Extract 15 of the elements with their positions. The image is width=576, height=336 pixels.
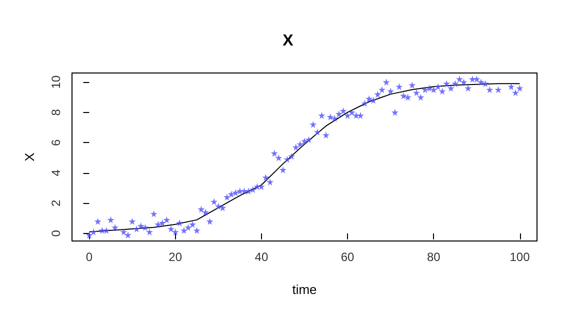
y-tick-label: 6 bbox=[49, 138, 63, 146]
x-tick-label: 80 bbox=[426, 250, 441, 264]
x-tick-label: 60 bbox=[340, 250, 355, 264]
y-tick-label: 2 bbox=[49, 200, 63, 207]
x-axis-title: time bbox=[292, 282, 317, 297]
x-tick-label: 100 bbox=[510, 250, 530, 264]
y-tick-label: 8 bbox=[49, 108, 63, 116]
y-tick-label: 10 bbox=[49, 75, 63, 89]
y-tick-label: 0 bbox=[49, 230, 63, 237]
y-axis-title: X bbox=[22, 152, 37, 162]
x-tick-label: 0 bbox=[86, 250, 93, 264]
x-tick-label: 20 bbox=[168, 250, 182, 264]
x-tick-label: 40 bbox=[254, 250, 268, 264]
y-tick-label: 4 bbox=[49, 169, 63, 176]
chart-title: X bbox=[282, 32, 294, 50]
